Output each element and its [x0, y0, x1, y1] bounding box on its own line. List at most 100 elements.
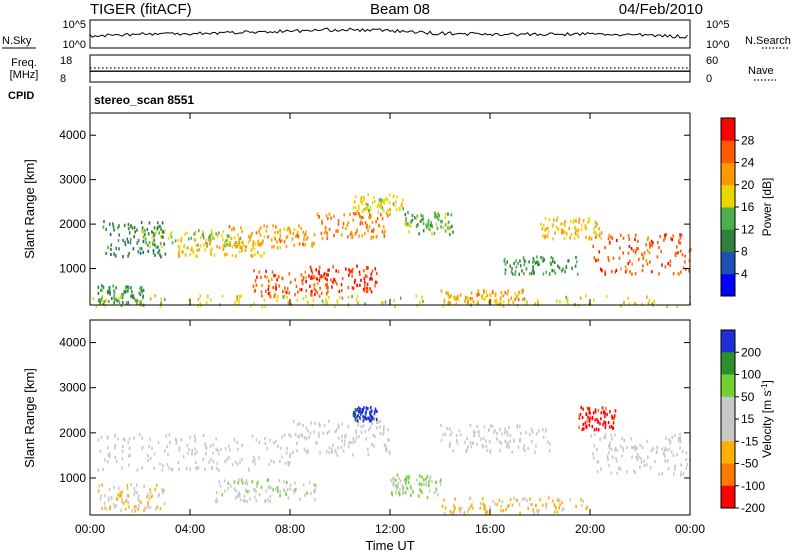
heatmap-cell	[144, 232, 146, 236]
heatmap-cell	[550, 255, 553, 260]
heatmap-cell	[304, 243, 306, 247]
heatmap-cell	[643, 459, 645, 463]
heatmap-cell	[363, 415, 365, 419]
heatmap-cell	[369, 414, 372, 418]
heatmap-cell	[410, 220, 413, 224]
heatmap-cell	[672, 272, 675, 276]
heatmap-cell	[515, 498, 518, 502]
power-y-axis-label: Slant Range [km]	[22, 159, 37, 259]
y-tick-label: 2000	[59, 426, 86, 440]
heatmap-cell	[375, 417, 378, 421]
heatmap-cell	[285, 291, 288, 295]
heatmap-cell	[254, 488, 256, 492]
heatmap-cell	[318, 269, 320, 273]
colorbar-tick-label: -15	[741, 434, 759, 448]
heatmap-cell	[373, 196, 375, 200]
heatmap-cell	[677, 439, 680, 443]
heatmap-cell	[448, 301, 450, 305]
heatmap-cell	[630, 247, 633, 251]
heatmap-cell	[193, 434, 196, 438]
heatmap-cell	[289, 280, 292, 284]
heatmap-cell	[240, 478, 243, 482]
heatmap-cell	[122, 501, 125, 505]
heatmap-cell	[627, 251, 630, 255]
heatmap-cell	[115, 297, 117, 301]
heatmap-cell	[614, 433, 616, 437]
heatmap-cell	[595, 447, 598, 451]
heatmap-cell	[186, 231, 188, 235]
heatmap-cell	[441, 220, 443, 224]
colorbar-segment	[721, 162, 735, 186]
heatmap-cell	[337, 426, 340, 430]
heatmap-cell	[127, 286, 130, 290]
heatmap-cell	[464, 299, 466, 303]
heatmap-cell	[270, 486, 272, 490]
heatmap-cell	[523, 496, 526, 500]
heatmap-cell	[380, 199, 383, 203]
heatmap-cell	[555, 506, 557, 510]
heatmap-cell	[282, 488, 285, 492]
heatmap-cell	[373, 412, 376, 416]
heatmap-cell	[616, 448, 619, 452]
heatmap-cell	[183, 244, 186, 248]
heatmap-cell	[160, 301, 162, 305]
y-tick-label: 1000	[59, 471, 86, 485]
heatmap-cell	[437, 492, 439, 497]
heatmap-cell	[580, 405, 582, 410]
heatmap-cell	[509, 497, 512, 501]
heatmap-cell	[365, 410, 367, 414]
heatmap-cell	[351, 235, 354, 239]
heatmap-cell	[584, 224, 587, 228]
heatmap-cell	[251, 248, 253, 253]
heatmap-cell	[586, 505, 589, 510]
heatmap-cell	[101, 294, 104, 298]
heatmap-cell	[293, 228, 296, 232]
heatmap-cell	[313, 241, 315, 245]
heatmap-cell	[405, 217, 407, 221]
heatmap-cell	[489, 424, 492, 428]
heatmap-cell	[241, 443, 243, 447]
heatmap-cell	[330, 278, 332, 282]
heatmap-cell	[149, 297, 152, 301]
heatmap-cell	[481, 497, 484, 501]
y-tick-label: 2000	[59, 217, 86, 231]
heatmap-cell	[454, 497, 456, 501]
heatmap-cell	[411, 213, 414, 218]
heatmap-cell	[370, 421, 373, 425]
heatmap-cell	[196, 254, 198, 258]
heatmap-cell	[177, 460, 180, 465]
heatmap-cell	[287, 463, 290, 467]
colorbar-segment	[721, 229, 735, 252]
heatmap-cell	[358, 234, 360, 238]
heatmap-cell	[151, 446, 153, 450]
heatmap-cell	[376, 217, 379, 221]
heatmap-cell	[116, 299, 118, 303]
heatmap-cell	[354, 439, 357, 443]
heatmap-cell	[154, 507, 157, 511]
heatmap-cell	[374, 407, 377, 411]
heatmap-cell	[423, 483, 425, 487]
heatmap-cell	[634, 471, 636, 475]
colorbar-segment	[721, 419, 735, 442]
heatmap-cell	[511, 503, 514, 507]
heatmap-cell	[245, 479, 248, 483]
heatmap-cell	[365, 226, 368, 230]
heatmap-cell	[279, 459, 281, 463]
heatmap-cell	[235, 489, 237, 493]
heatmap-cell	[679, 436, 681, 440]
heatmap-cell	[521, 291, 524, 295]
heatmap-cell	[288, 272, 291, 276]
heatmap-cell	[194, 437, 196, 441]
heatmap-cell	[371, 220, 374, 224]
heatmap-cell	[519, 264, 522, 268]
heatmap-cell	[604, 421, 607, 425]
heatmap-cell	[191, 452, 193, 456]
heatmap-cell	[101, 483, 103, 487]
heatmap-cell	[575, 219, 577, 223]
heatmap-cell	[543, 258, 545, 262]
heatmap-cell	[267, 235, 269, 239]
heatmap-cell	[678, 239, 680, 243]
heatmap-cell	[102, 299, 104, 303]
heatmap-cell	[442, 226, 445, 230]
heatmap-cell	[384, 444, 387, 448]
